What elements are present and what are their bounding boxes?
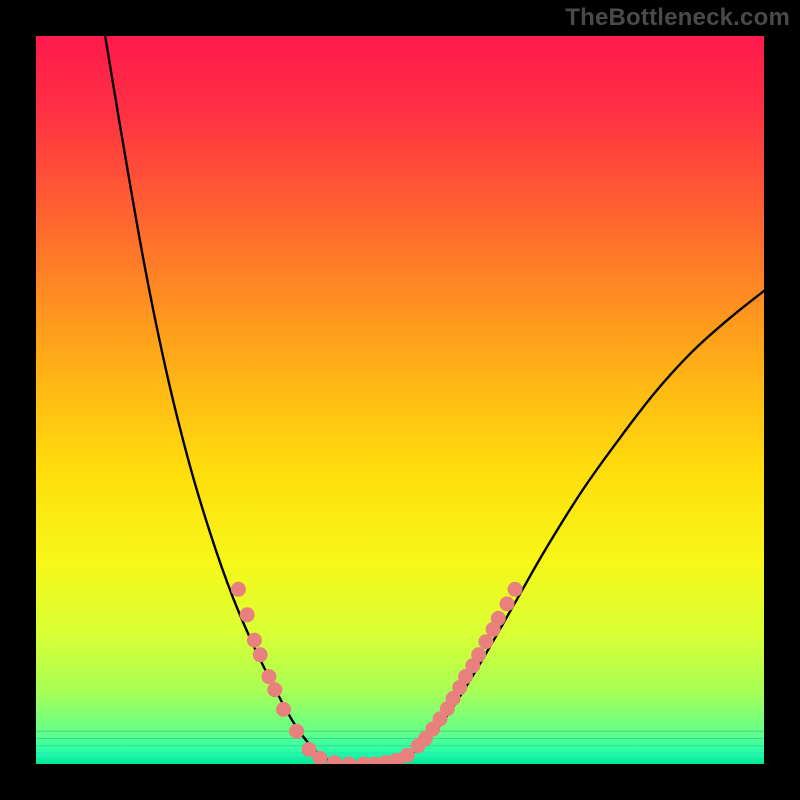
marker-dot xyxy=(508,582,522,596)
marker-dot xyxy=(313,751,327,765)
marker-dot xyxy=(472,648,486,662)
marker-dot xyxy=(247,633,261,647)
marker-dot xyxy=(262,670,276,684)
marker-dot xyxy=(491,611,505,625)
marker-dot xyxy=(277,702,291,716)
marker-dot xyxy=(500,597,514,611)
marker-dot xyxy=(268,683,282,697)
marker-dot xyxy=(253,648,267,662)
marker-dot xyxy=(290,724,304,738)
marker-dot xyxy=(400,748,414,762)
marker-dot xyxy=(479,635,493,649)
marker-dot xyxy=(240,608,254,622)
gradient-plot-bg xyxy=(36,36,764,764)
marker-dot xyxy=(231,582,245,596)
chart-svg xyxy=(0,0,800,800)
watermark-text: TheBottleneck.com xyxy=(565,4,790,32)
